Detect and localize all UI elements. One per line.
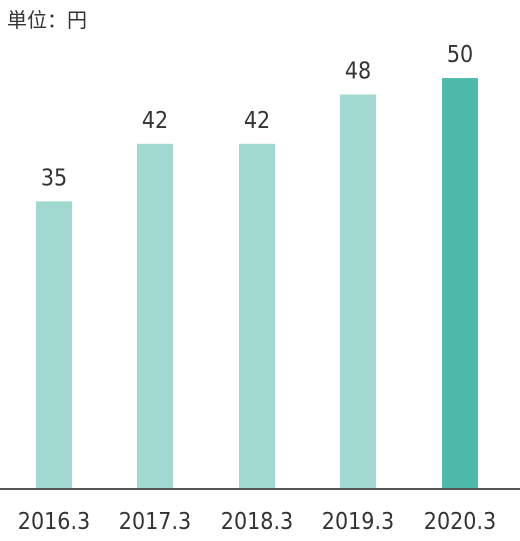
x-tick-labels: 2016.3 2017.3 2018.3 2019.3 2020.3	[18, 509, 496, 535]
value-label-2017.3: 42	[142, 108, 168, 134]
bar-2017.3	[137, 143, 173, 489]
x-tick-label-2020.3: 2020.3	[424, 509, 496, 535]
unit-label: 単位：円	[7, 8, 87, 32]
x-tick-label-2018.3: 2018.3	[221, 509, 293, 535]
bar-2020.3	[442, 78, 478, 490]
value-label-2016.3: 35	[41, 165, 67, 191]
value-label-2018.3: 42	[244, 108, 270, 134]
x-tick-label-2016.3: 2016.3	[18, 509, 90, 535]
value-label-2020.3: 50	[447, 42, 473, 68]
bar-2016.3	[36, 201, 72, 489]
bar-2019.3	[340, 94, 376, 489]
value-labels: 35 42 42 48 50	[41, 42, 473, 191]
bars	[36, 78, 478, 490]
x-tick-label-2017.3: 2017.3	[119, 509, 191, 535]
bar-2018.3	[239, 143, 275, 489]
value-label-2019.3: 48	[345, 59, 371, 85]
x-tick-label-2019.3: 2019.3	[322, 509, 394, 535]
